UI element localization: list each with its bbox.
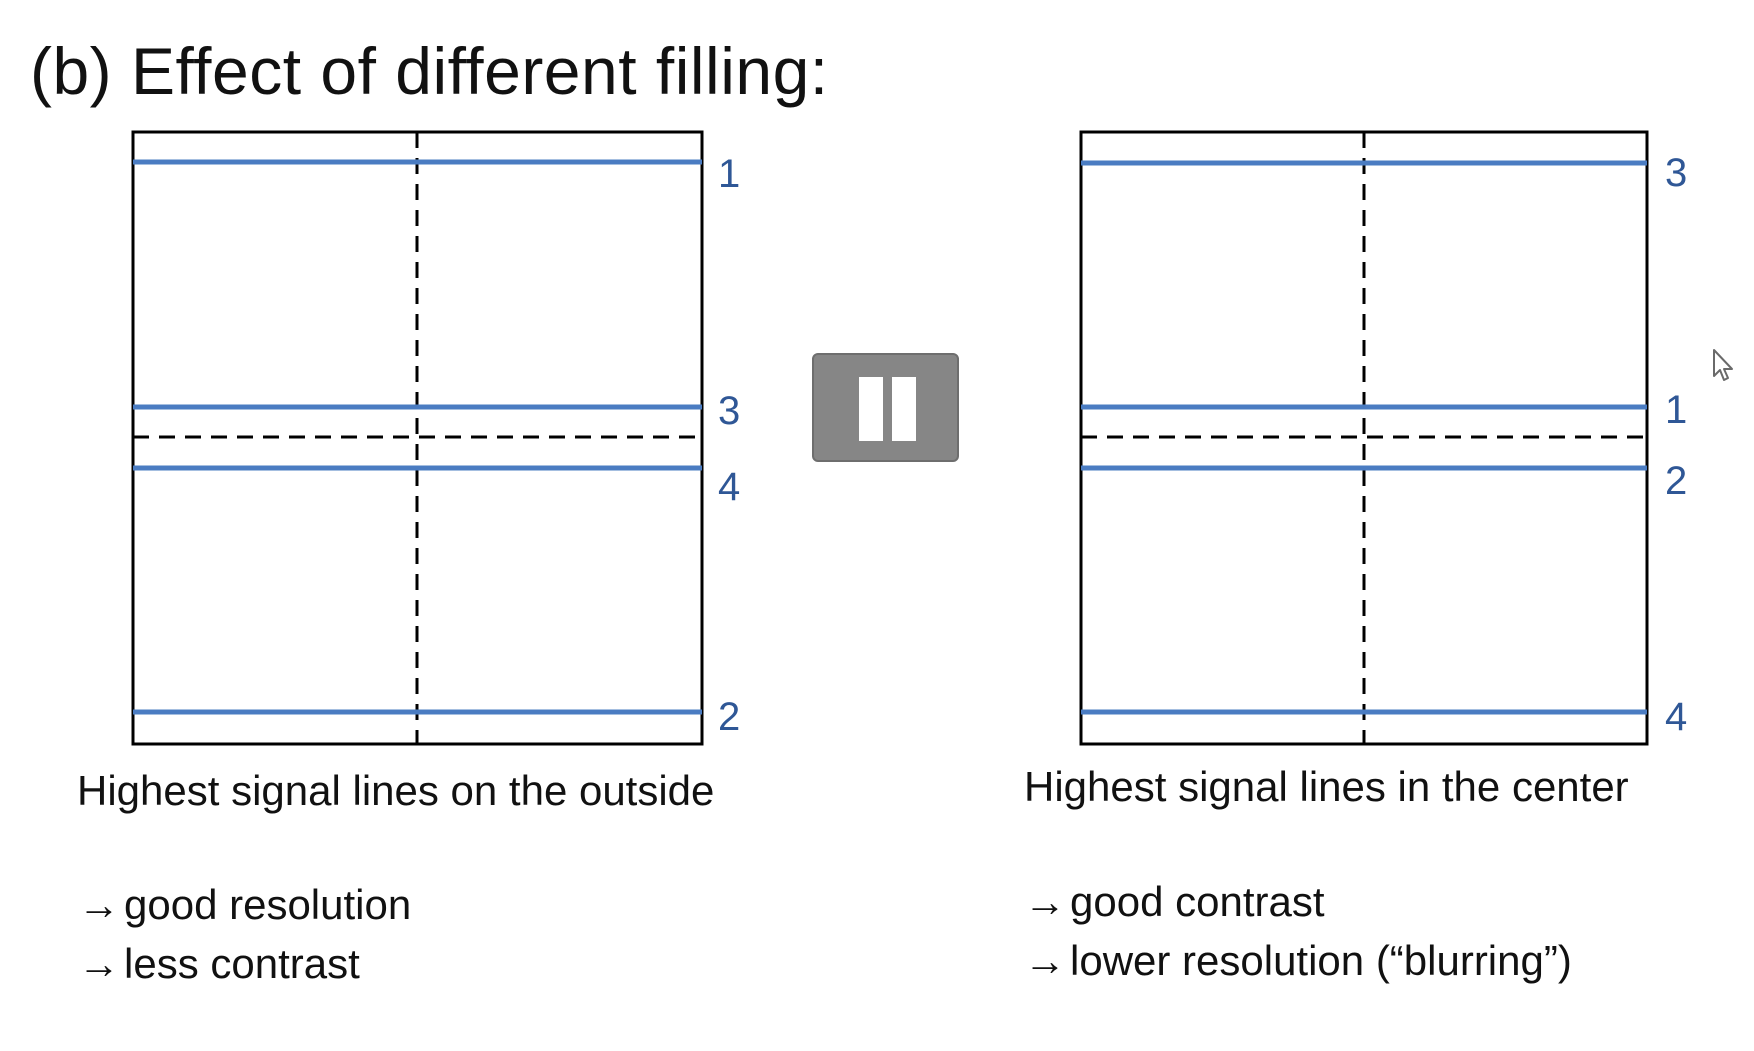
arrow-right-icon: → bbox=[1024, 937, 1066, 984]
right-label-top: 3 bbox=[1665, 151, 1687, 195]
pause-button[interactable] bbox=[812, 353, 959, 462]
right-label-bottom: 4 bbox=[1665, 695, 1687, 739]
right-kspace-panel: 3 1 2 4 bbox=[1079, 130, 1687, 746]
left-point-2-text: less contrast bbox=[124, 940, 360, 987]
arrow-right-icon: → bbox=[78, 940, 120, 987]
pause-icon bbox=[859, 377, 883, 441]
left-label-mid-lower: 4 bbox=[718, 465, 740, 509]
left-label-bottom: 2 bbox=[718, 695, 740, 739]
left-caption: Highest signal lines on the outside bbox=[77, 767, 715, 814]
pause-icon bbox=[892, 377, 916, 441]
right-label-mid-lower: 2 bbox=[1665, 459, 1687, 503]
left-point-1: →good resolution bbox=[78, 884, 411, 926]
left-kspace-panel: 1 3 4 2 bbox=[131, 130, 740, 746]
left-label-mid-upper: 3 bbox=[718, 389, 740, 433]
left-point-2: →less contrast bbox=[78, 943, 360, 985]
right-point-2: →lower resolution (“blurring”) bbox=[1024, 940, 1572, 982]
left-label-top: 1 bbox=[718, 152, 740, 196]
right-point-2-text: lower resolution (“blurring”) bbox=[1070, 937, 1572, 984]
right-label-mid-upper: 1 bbox=[1665, 388, 1687, 432]
arrow-right-icon: → bbox=[1024, 878, 1066, 925]
right-point-1-text: good contrast bbox=[1070, 878, 1325, 925]
arrow-right-icon: → bbox=[78, 881, 120, 928]
right-caption: Highest signal lines in the center bbox=[1024, 763, 1629, 810]
right-point-1: →good contrast bbox=[1024, 881, 1325, 923]
left-point-1-text: good resolution bbox=[124, 881, 412, 928]
mouse-pointer-icon bbox=[1713, 349, 1733, 381]
page-title: (b) Effect of different filling: bbox=[30, 34, 829, 108]
